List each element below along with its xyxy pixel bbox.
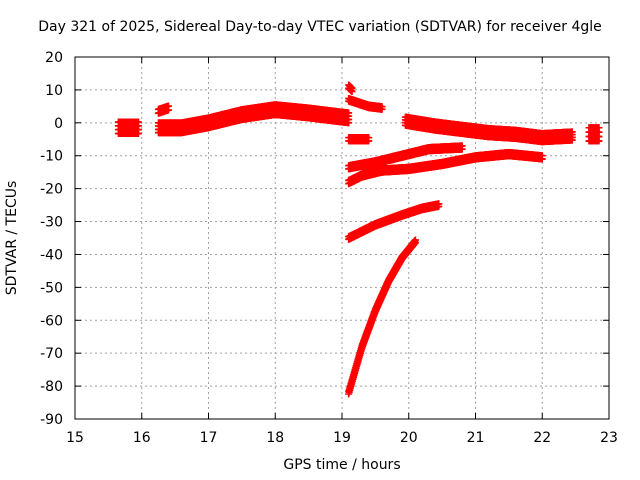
data-point: [365, 134, 373, 142]
data-point: [595, 124, 603, 132]
data-point: [378, 103, 386, 111]
data-point: [134, 118, 142, 126]
y-tick-label: 0: [54, 116, 63, 132]
data-point: [164, 102, 172, 110]
series-arc-f: [345, 134, 373, 145]
series-arc-h: [585, 124, 603, 145]
y-tick-label: -80: [40, 379, 63, 395]
y-tick-label: -40: [40, 247, 63, 263]
series-arc-g: [401, 113, 576, 146]
x-tick-label: 17: [200, 430, 218, 446]
series-arc-e: [345, 94, 386, 113]
x-tick-label: 20: [400, 430, 418, 446]
series-arc-k: [345, 200, 443, 243]
series-arc-l: [345, 236, 419, 398]
data-point: [568, 128, 576, 136]
x-tick-label: 19: [333, 430, 351, 446]
x-tick-label: 18: [266, 430, 284, 446]
x-tick-label: 23: [600, 430, 618, 446]
y-tick-label: -70: [40, 346, 63, 362]
x-tick-label: 15: [66, 430, 84, 446]
series-arc-j: [345, 148, 546, 188]
y-tick-label: -20: [40, 182, 63, 198]
data-point: [458, 142, 466, 150]
series-arc-c: [154, 101, 353, 137]
y-tick-label: -10: [40, 149, 63, 165]
series-arc-d: [345, 81, 356, 96]
x-tick-label: 22: [533, 430, 551, 446]
y-tick-label: 10: [45, 83, 63, 99]
y-tick-label: -50: [40, 280, 63, 296]
y-tick-label: -30: [40, 215, 63, 231]
series-arc-b: [154, 102, 172, 117]
series-arc-a: [114, 118, 142, 138]
data-point: [435, 200, 443, 208]
y-tick-label: 20: [45, 50, 63, 66]
y-tick-label: -90: [40, 412, 63, 428]
x-tick-label: 16: [133, 430, 151, 446]
y-tick-label: -60: [40, 313, 63, 329]
series-arc-i: [345, 142, 466, 173]
x-tick-label: 21: [467, 430, 485, 446]
data-point: [345, 109, 353, 117]
data-point: [348, 84, 356, 92]
data-point: [538, 152, 546, 160]
chart-title: Day 321 of 2025, Sidereal Day-to-day VTE…: [38, 19, 602, 35]
